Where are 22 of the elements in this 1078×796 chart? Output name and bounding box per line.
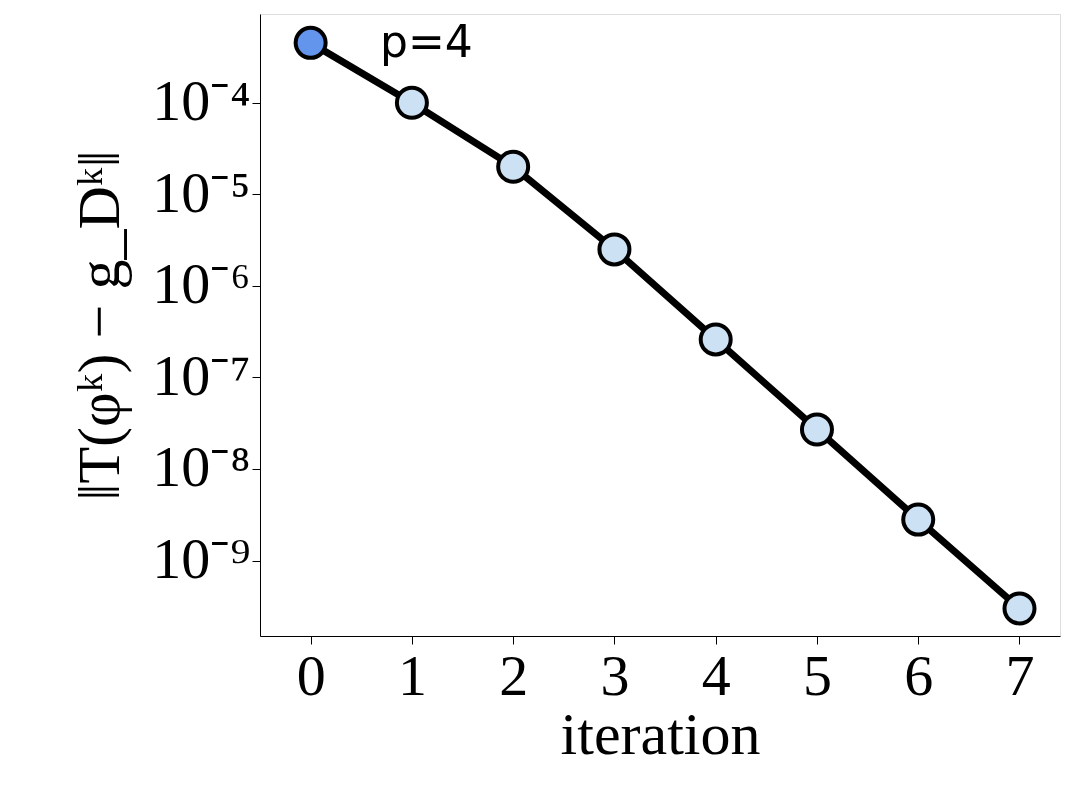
point bbox=[597, 232, 632, 267]
point bbox=[394, 85, 429, 120]
y-tick-label: 10⁻⁹ bbox=[152, 526, 251, 592]
point bbox=[293, 25, 328, 60]
y-axis-title: ‖T(φᵏ) − g_Dᵏ‖ bbox=[66, 150, 133, 501]
x-tick-label: 6 bbox=[904, 642, 934, 708]
x-tick-label: 5 bbox=[802, 642, 832, 708]
point bbox=[901, 502, 936, 537]
y-tick-label: 10⁻⁸ bbox=[152, 434, 251, 500]
point bbox=[1002, 591, 1037, 626]
x-tick-label: 1 bbox=[397, 642, 427, 708]
y-tick-label: 10⁻⁷ bbox=[152, 342, 251, 408]
x-tick-label: 2 bbox=[499, 642, 529, 708]
annotation: p=4 bbox=[380, 16, 473, 67]
y-tick-label: 10⁻⁴ bbox=[152, 68, 251, 134]
point bbox=[799, 412, 834, 447]
point bbox=[496, 149, 531, 184]
x-tick-label: 7 bbox=[1005, 642, 1035, 708]
y-tick-label: 10⁻⁵ bbox=[152, 159, 251, 225]
point bbox=[698, 322, 733, 357]
y-tick-label: 10⁻⁶ bbox=[152, 251, 251, 317]
x-tick-label: 0 bbox=[296, 642, 326, 708]
